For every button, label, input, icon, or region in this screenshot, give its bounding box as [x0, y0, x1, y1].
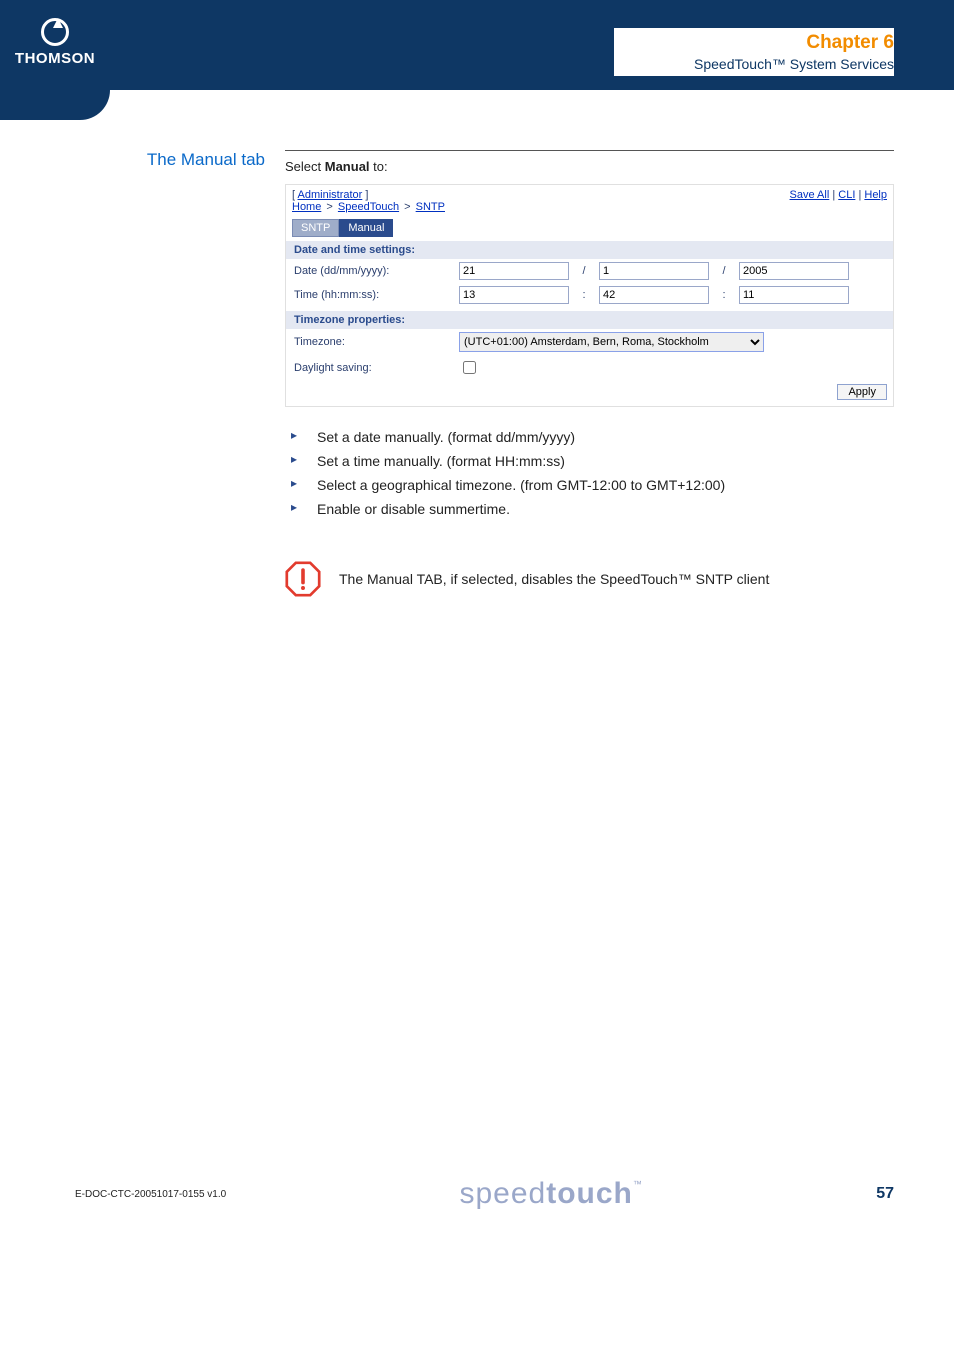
cli-link[interactable]: CLI — [838, 189, 855, 201]
chapter-subtitle: SpeedTouch™ System Services — [644, 56, 894, 72]
chapter-block: Chapter 6 SpeedTouch™ System Services — [614, 28, 894, 76]
warning-text: The Manual TAB, if selected, disables th… — [339, 571, 769, 587]
intro-post: to: — [370, 159, 388, 174]
label-time: Time (hh:mm:ss): — [294, 289, 459, 301]
user-link[interactable]: Administrator — [298, 189, 363, 201]
time-hh-input[interactable] — [459, 286, 569, 304]
list-item: Set a date manually. (format dd/mm/yyyy) — [285, 425, 894, 449]
crumb-sntp[interactable]: SNTP — [416, 201, 445, 213]
warning-note: The Manual TAB, if selected, disables th… — [285, 561, 894, 597]
time-ss-input[interactable] — [739, 286, 849, 304]
header-band: THOMSON Chapter 6 SpeedTouch™ System Ser… — [0, 0, 954, 90]
list-item: Select a geographical timezone. (from GM… — [285, 473, 894, 497]
row-time: Time (hh:mm:ss): : : — [286, 283, 893, 307]
chapter-title: Chapter 6 — [644, 32, 894, 54]
daylight-checkbox[interactable] — [463, 361, 476, 374]
breadcrumb: Home > SpeedTouch > SNTP — [286, 201, 893, 219]
speedtouch-logo: speedtouch™ — [459, 1177, 642, 1211]
crumb-home[interactable]: Home — [292, 201, 321, 213]
time-sep-2: : — [709, 289, 739, 301]
tab-strip: SNTPManual — [286, 219, 893, 237]
section-header-timezone: Timezone properties: — [286, 311, 893, 329]
intro-line: Select Manual to: — [285, 159, 894, 174]
page-footer: E-DOC-CTC-20051017-0155 v1.0 speedtouch™… — [0, 1167, 954, 1231]
section-header-datetime: Date and time settings: — [286, 241, 893, 259]
label-date: Date (dd/mm/yyyy): — [294, 265, 459, 277]
help-link[interactable]: Help — [864, 189, 887, 201]
doc-code: E-DOC-CTC-20051017-0155 v1.0 — [75, 1189, 226, 1200]
time-sep-1: : — [569, 289, 599, 301]
brand-glyph-icon — [41, 18, 69, 46]
top-toolbar: Save All | CLI | Help — [790, 189, 887, 201]
intro-pre: Select — [285, 159, 325, 174]
tab-sntp[interactable]: SNTP — [292, 219, 339, 237]
row-daylight: Daylight saving: — [286, 355, 893, 380]
list-item: Set a time manually. (format HH:mm:ss) — [285, 449, 894, 473]
date-day-input[interactable] — [459, 262, 569, 280]
intro-strong: Manual — [325, 159, 370, 174]
section-side-label: The Manual tab — [75, 150, 285, 597]
row-date: Date (dd/mm/yyyy): / / — [286, 259, 893, 283]
time-mm-input[interactable] — [599, 286, 709, 304]
label-timezone: Timezone: — [294, 336, 459, 348]
row-timezone: Timezone: (UTC+01:00) Amsterdam, Bern, R… — [286, 329, 893, 355]
brand-text: THOMSON — [0, 50, 110, 67]
date-year-input[interactable] — [739, 262, 849, 280]
date-sep-2: / — [709, 265, 739, 277]
crumb-speedtouch[interactable]: SpeedTouch — [338, 201, 399, 213]
user-indicator: [ Administrator ] — [292, 189, 368, 201]
save-all-link[interactable]: Save All — [790, 189, 830, 201]
list-item: Enable or disable summertime. — [285, 497, 894, 521]
label-daylight: Daylight saving: — [294, 362, 459, 374]
ui-screenshot-panel: [ Administrator ] Save All | CLI | Help … — [285, 184, 894, 407]
brand-logo: THOMSON — [0, 0, 110, 120]
feature-bullet-list: Set a date manually. (format dd/mm/yyyy)… — [285, 425, 894, 521]
tab-manual[interactable]: Manual — [339, 219, 393, 237]
timezone-select[interactable]: (UTC+01:00) Amsterdam, Bern, Roma, Stock… — [459, 332, 764, 352]
date-sep-1: / — [569, 265, 599, 277]
date-month-input[interactable] — [599, 262, 709, 280]
apply-button[interactable]: Apply — [837, 384, 887, 400]
warning-icon — [285, 561, 321, 597]
page-number: 57 — [876, 1185, 894, 1203]
